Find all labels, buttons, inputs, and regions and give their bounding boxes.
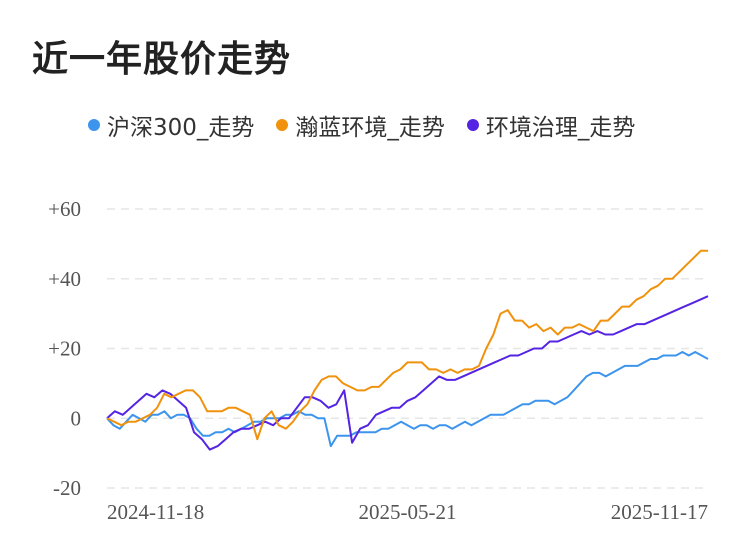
legend-item-hs300[interactable]: 沪深300_走势 [88,108,254,142]
legend-dot-icon [276,119,289,131]
x-tick-label: 2025-05-21 [359,500,457,524]
y-tick-label: +40 [48,267,81,291]
chart-title: 近一年股价走势 [32,39,292,80]
y-tick-label: 0 [71,406,82,430]
legend-dot-icon [88,119,100,131]
series-line-0 [106,351,709,448]
legend-label-hanlan: 瀚蓝环境_走势 [295,115,445,141]
legend: 沪深300_走势 瀚蓝环境_走势 环境治理_走势 [88,108,657,142]
y-tick-label: -20 [53,476,81,500]
series-line-1 [106,249,708,441]
legend-item-env[interactable]: 环境治理_走势 [466,108,636,142]
series-line-2 [106,295,709,451]
x-tick-label: 2024-11-18 [107,500,204,524]
y-tick-label: +60 [48,197,81,221]
legend-dot-icon [466,119,479,131]
y-tick-label: +20 [48,337,81,361]
x-tick-label: 2025-11-17 [611,500,708,524]
legend-label-hs300: 沪深300_走势 [107,115,255,141]
legend-label-env: 环境治理_走势 [485,115,636,141]
legend-item-hanlan[interactable]: 瀚蓝环境_走势 [276,108,445,142]
